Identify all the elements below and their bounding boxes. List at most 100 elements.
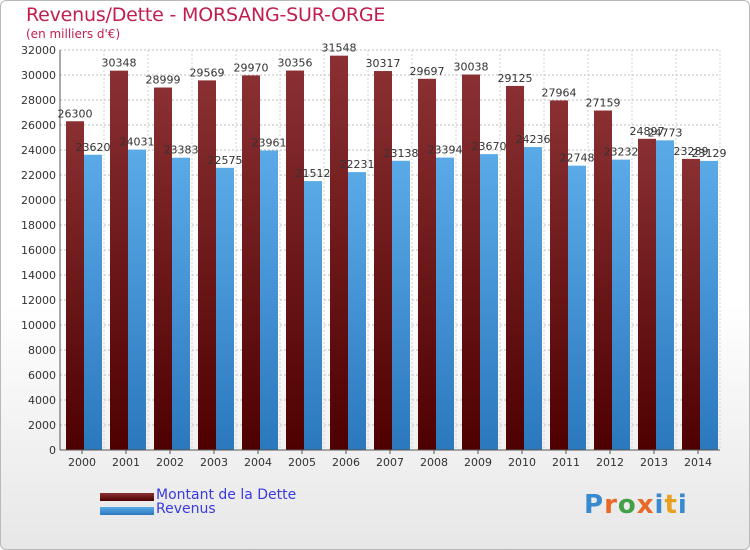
y-tick-label: 4000	[28, 394, 56, 407]
legend-swatch-debt	[100, 493, 154, 501]
bar-debt-2004	[242, 75, 260, 450]
data-label-debt-2014: 23289	[674, 145, 709, 158]
data-label-debt-2005: 30356	[278, 57, 313, 70]
data-label-revenue-2013: 24773	[648, 126, 683, 139]
y-tick-label: 10000	[21, 319, 56, 332]
bar-revenue-2006	[348, 172, 366, 451]
y-tick-label: 14000	[21, 269, 56, 282]
data-label-debt-2001: 30348	[102, 57, 137, 70]
data-label-debt-2007: 30317	[366, 57, 401, 70]
x-tick-label: 2014	[684, 456, 712, 469]
x-tick-label: 2011	[552, 456, 580, 469]
data-label-revenue-2002: 23383	[164, 144, 199, 157]
x-tick-label: 2008	[420, 456, 448, 469]
axis-layer: 0 2000 4000 6000 8000 10000 12000 14000 16000 180…	[21, 44, 720, 469]
data-label-revenue-2001: 24031	[120, 136, 155, 149]
x-tick-label: 2009	[464, 456, 492, 469]
bar-revenue-2003	[216, 167, 234, 450]
bar-debt-2000	[66, 121, 84, 450]
chart-title: Revenus/Dette - MORSANG-SUR-ORGE	[26, 4, 386, 26]
y-tick-label: 28000	[21, 94, 56, 107]
y-tick-label: 2000	[28, 419, 56, 432]
data-label-debt-2002: 28999	[146, 74, 181, 87]
logo-letter: i	[677, 490, 688, 520]
data-label-debt-2008: 29697	[410, 65, 445, 78]
y-tick-label: 24000	[21, 144, 56, 157]
data-label-debt-2011: 27964	[542, 86, 577, 99]
data-label-revenue-2009: 23670	[472, 140, 507, 153]
logo-letter: t	[664, 490, 678, 520]
legend-label-debt: Montant de la Dette	[156, 487, 297, 503]
bar-debt-2001	[110, 70, 128, 451]
bar-debt-2014	[682, 158, 700, 450]
y-tick-label: 26000	[21, 119, 56, 132]
x-tick-label: 2012	[596, 456, 624, 469]
bar-revenue-2014	[700, 160, 718, 450]
bar-revenue-2010	[524, 147, 542, 451]
bar-debt-2013	[638, 138, 656, 450]
bar-revenue-2002	[172, 157, 190, 450]
bar-revenue-2001	[128, 149, 146, 451]
bar-debt-2006	[330, 55, 348, 451]
x-tick-label: 2005	[288, 456, 316, 469]
bar-revenue-2007	[392, 160, 410, 450]
data-label-revenue-2006: 22231	[340, 158, 375, 171]
x-tick-label: 2000	[68, 456, 96, 469]
bar-debt-2002	[154, 87, 172, 450]
x-tick-label: 2001	[112, 456, 140, 469]
x-tick-label: 2010	[508, 456, 536, 469]
chart-subtitle: (en milliers d'€)	[26, 27, 121, 41]
bar-revenue-2009	[480, 154, 498, 450]
data-label-debt-2013: 24897	[630, 125, 665, 138]
bars-layer	[66, 55, 718, 451]
data-label-debt-2012: 27159	[586, 97, 621, 110]
bar-debt-2011	[550, 100, 568, 450]
y-tick-label: 8000	[28, 344, 56, 357]
bar-debt-2010	[506, 85, 524, 450]
data-label-revenue-2008: 23394	[428, 144, 463, 157]
y-tick-label: 16000	[21, 244, 56, 257]
data-label-debt-2000: 26300	[58, 107, 93, 120]
x-tick-label: 2006	[332, 456, 360, 469]
proxiti-logo: Proxiti	[584, 490, 688, 520]
legend-label-revenue: Revenus	[156, 501, 216, 517]
data-label-debt-2004: 29970	[234, 61, 269, 74]
bar-revenue-2011	[568, 165, 586, 450]
bar-revenue-2012	[612, 159, 630, 450]
data-label-revenue-2011: 22748	[560, 152, 595, 165]
data-label-revenue-2014: 23129	[692, 147, 727, 160]
bar-debt-2008	[418, 78, 436, 450]
logo-letter: x	[636, 490, 655, 520]
legend-swatch-revenue	[100, 507, 154, 515]
bar-debt-2003	[198, 80, 216, 450]
logo-letter: i	[654, 490, 665, 520]
x-tick-label: 2013	[640, 456, 668, 469]
data-label-revenue-2000: 23620	[76, 141, 111, 154]
bar-revenue-2000	[84, 154, 102, 450]
bar-revenue-2004	[260, 150, 278, 451]
logo-letter: P	[584, 490, 605, 520]
logo-letter: o	[617, 490, 637, 520]
y-tick-label: 32000	[21, 44, 56, 57]
bar-debt-2007	[374, 71, 392, 450]
bar-revenue-2013	[656, 140, 674, 450]
x-tick-label: 2004	[244, 456, 272, 469]
bar-revenue-2005	[304, 181, 322, 450]
data-label-revenue-2007: 23138	[384, 147, 419, 160]
bar-revenue-2008	[436, 157, 454, 450]
labels-layer: 26300 23620 30348 24031 28999 23383 29569 22575…	[58, 42, 727, 180]
data-label-revenue-2010: 24236	[516, 133, 551, 146]
y-tick-label: 18000	[21, 219, 56, 232]
y-tick-label: 30000	[21, 69, 56, 82]
y-tick-label: 6000	[28, 369, 56, 382]
y-tick-label: 20000	[21, 194, 56, 207]
data-label-debt-2009: 30038	[454, 61, 489, 74]
data-label-debt-2003: 29569	[190, 66, 225, 79]
data-label-revenue-2012: 23232	[604, 146, 639, 159]
data-label-revenue-2003: 22575	[208, 154, 243, 167]
bar-debt-2012	[594, 110, 612, 450]
data-label-revenue-2004: 23961	[252, 136, 287, 149]
y-tick-label: 0	[49, 444, 56, 457]
x-tick-label: 2002	[156, 456, 184, 469]
